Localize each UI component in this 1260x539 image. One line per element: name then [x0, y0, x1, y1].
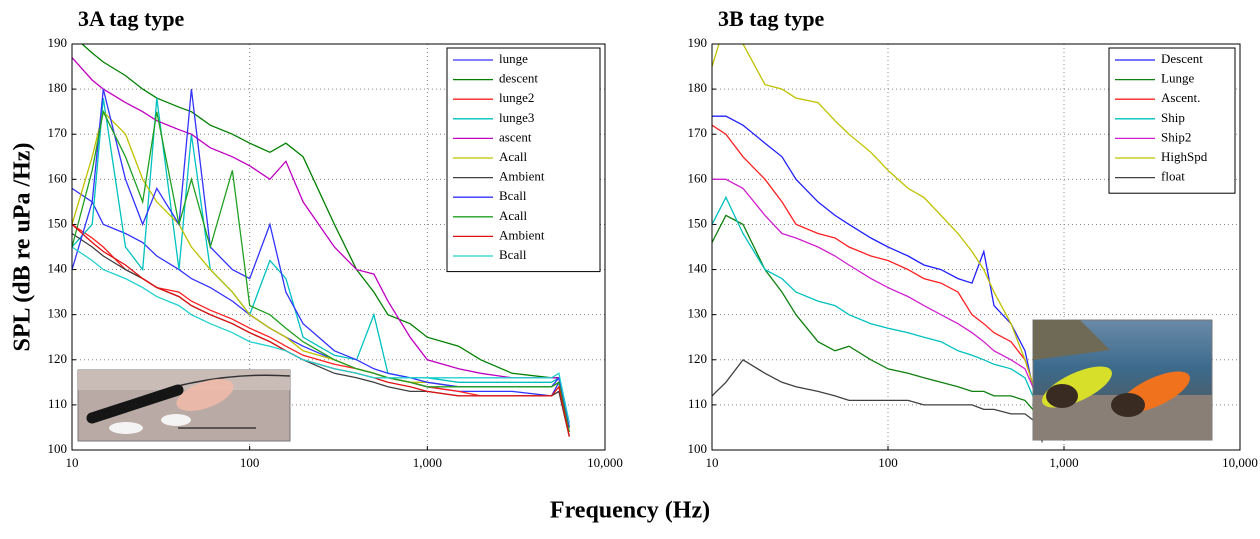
legend-label: Lunge [1161, 71, 1194, 86]
x-tick-label: 10,000 [1222, 455, 1258, 470]
x-tick-label: 1,000 [413, 455, 442, 470]
plot-frame [71, 43, 606, 451]
y-tick-label: 180 [688, 80, 708, 95]
series-line [712, 358, 1048, 444]
legend-label: Descent [1161, 51, 1203, 66]
series-group [712, 44, 1048, 444]
chart-title: 3B tag type [718, 6, 825, 31]
legend-label: Ship [1161, 110, 1185, 125]
series-line [712, 178, 1048, 435]
legend-label: HighSpd [1161, 149, 1208, 164]
y-tick-label: 150 [48, 215, 68, 230]
series-line [712, 214, 1048, 439]
y-tick-label: 190 [688, 35, 708, 50]
y-tick-label: 110 [48, 396, 67, 411]
legend-label: Bcall [499, 247, 527, 262]
x-axis-label: Frequency (Hz) [550, 498, 710, 524]
legend-label: float [1161, 169, 1185, 184]
y-tick-label: 170 [48, 125, 68, 140]
y-tick-label: 100 [48, 441, 68, 456]
series-line [72, 109, 570, 433]
series-line [81, 44, 570, 428]
series-line [712, 44, 1048, 433]
x-tick-label: 100 [878, 455, 898, 470]
series-line [72, 57, 570, 424]
y-tick-label: 120 [688, 351, 708, 366]
legend-label: Ascent. [1161, 90, 1200, 105]
series-group [72, 44, 570, 437]
legend-label: Acall [499, 149, 528, 164]
y-tick-label: 170 [688, 125, 708, 140]
y-tick-label: 130 [688, 306, 708, 321]
y-tick-label: 110 [688, 396, 707, 411]
x-tick-label: 1,000 [1049, 455, 1078, 470]
series-line [712, 115, 1048, 430]
y-tick-label: 160 [48, 170, 68, 185]
y-tick-label: 120 [48, 351, 68, 366]
legend-box [1108, 47, 1236, 194]
legend-label: Bcall [499, 188, 527, 203]
legend-label: lunge3 [499, 110, 534, 125]
x-tick-label: 100 [240, 455, 260, 470]
series-line [72, 246, 570, 424]
series-line [712, 124, 1048, 433]
legend-label: descent [499, 71, 538, 86]
x-tick-label: 10,000 [587, 455, 623, 470]
photo-b [1032, 319, 1213, 441]
y-tick-label: 190 [48, 35, 68, 50]
y-tick-label: 100 [688, 441, 708, 456]
y-tick-label: 130 [48, 306, 68, 321]
y-tick-label: 160 [688, 170, 708, 185]
y-tick-label: 140 [48, 261, 68, 276]
legend-label: ascent [499, 129, 532, 144]
legend-label: lunge [499, 51, 528, 66]
y-axis-label: SPL (dB re uPa /Hz) [10, 143, 36, 352]
plot-frame [711, 43, 1241, 451]
y-tick-label: 150 [688, 215, 708, 230]
legend-label: Ambient [499, 227, 545, 242]
legend-label: Ambient [499, 169, 545, 184]
legend-box [446, 47, 601, 273]
legend-label: Ship2 [1161, 129, 1191, 144]
y-tick-label: 140 [688, 261, 708, 276]
legend-label: lunge2 [499, 90, 534, 105]
x-tick-label: 10 [706, 455, 719, 470]
photo-a [77, 369, 291, 442]
series-line [712, 195, 1048, 435]
chart-title: 3A tag type [78, 6, 185, 31]
y-tick-label: 180 [48, 80, 68, 95]
legend-label: Acall [499, 208, 528, 223]
x-tick-label: 10 [66, 455, 79, 470]
